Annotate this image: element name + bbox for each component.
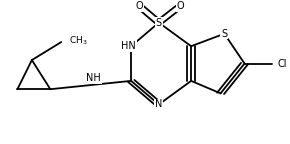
Text: Cl: Cl (277, 59, 287, 69)
Text: HN: HN (122, 41, 136, 51)
Text: S: S (221, 29, 227, 39)
Text: NH: NH (86, 73, 101, 83)
Text: S: S (156, 18, 162, 28)
Text: N: N (155, 100, 162, 109)
Text: CH$_3$: CH$_3$ (68, 34, 87, 47)
Text: O: O (176, 1, 184, 11)
Text: O: O (135, 1, 143, 11)
